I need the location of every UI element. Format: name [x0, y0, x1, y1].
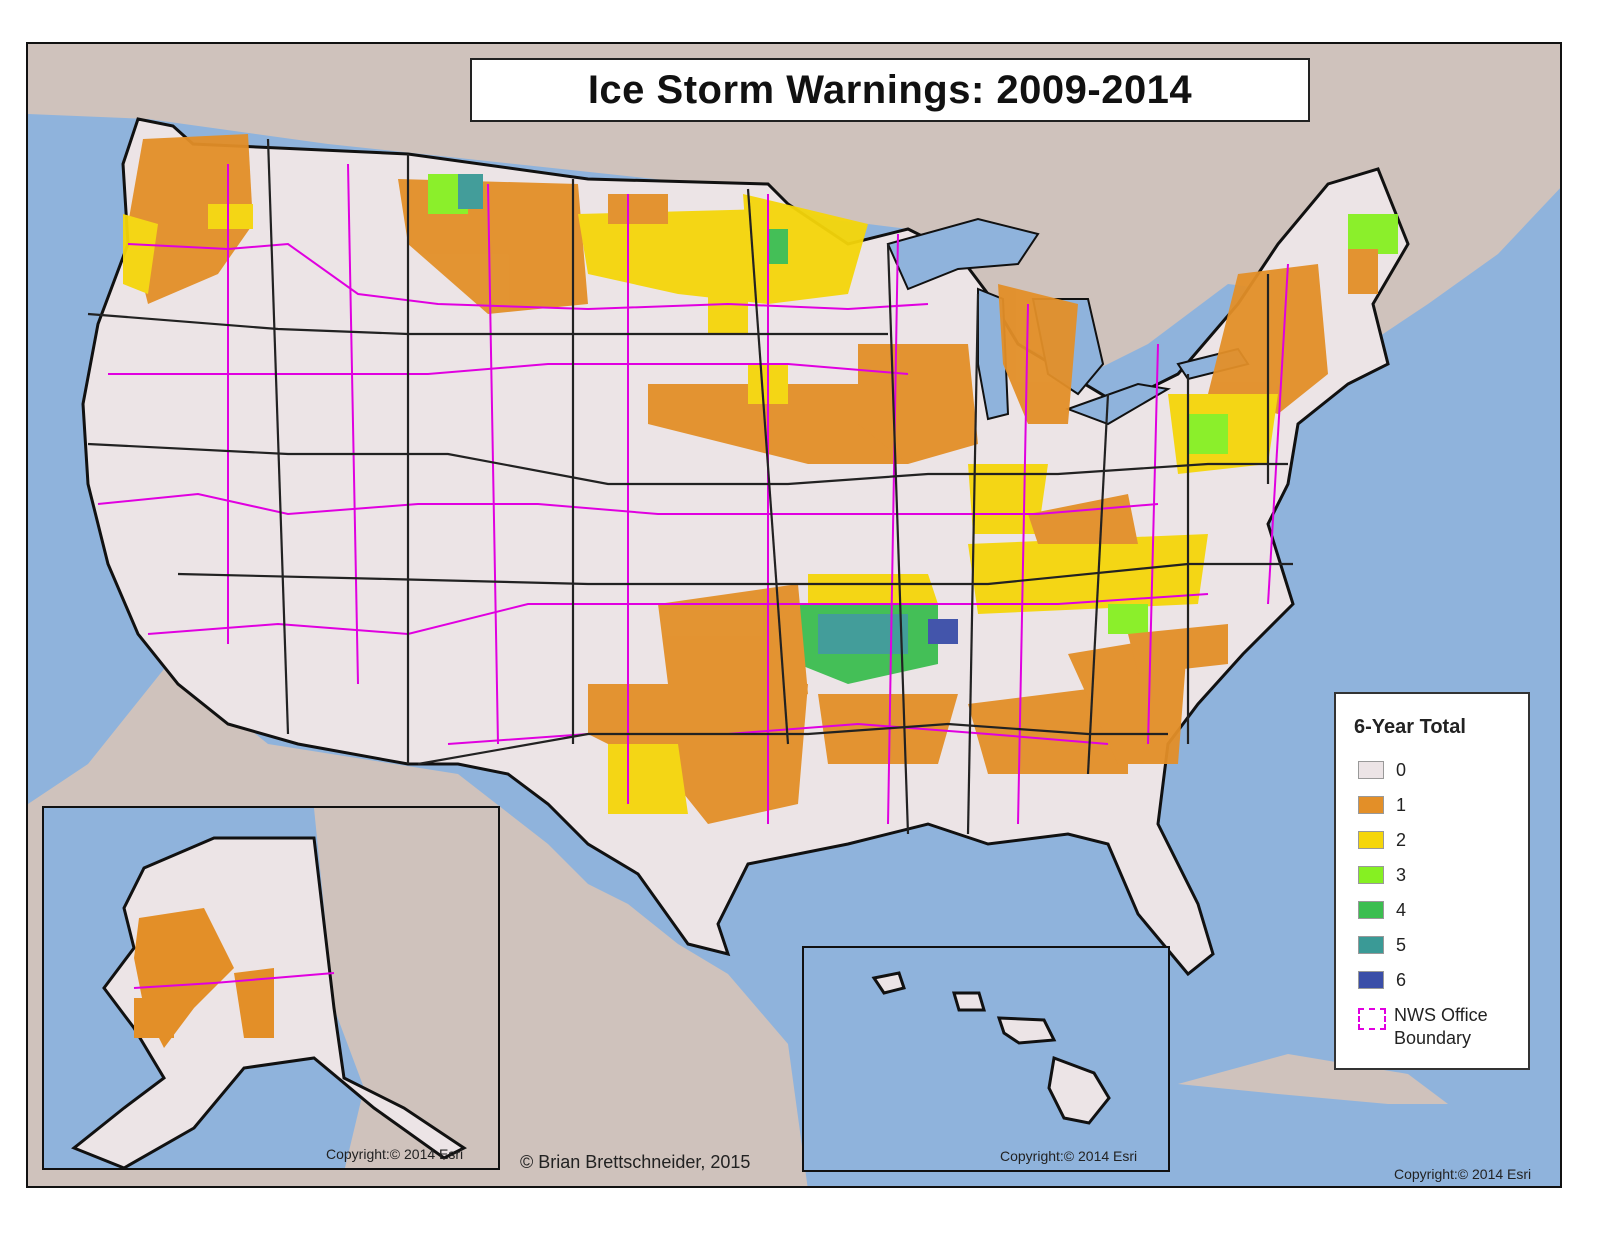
legend-item-0: 0: [1358, 758, 1406, 782]
region-sd-2: [708, 294, 748, 334]
region-mn-4: [768, 229, 788, 264]
region-tn-6: [928, 619, 958, 644]
hawaii-maui-molokai: [996, 1016, 1057, 1045]
map-title: Ice Storm Warnings: 2009-2014: [587, 67, 1193, 112]
state-boundaries: [87, 138, 1293, 835]
legend-swatch-0: [1358, 761, 1384, 779]
region-nd-2: [578, 209, 768, 304]
region-ark-5: [818, 614, 908, 654]
region-pnw-3: [208, 204, 253, 229]
legend-title: 6-Year Total: [1354, 716, 1466, 738]
region-mi-1: [998, 284, 1078, 424]
hawaii-map: [871, 971, 1111, 1125]
alaska-inset: Copyright:© 2014 Esri: [42, 806, 500, 1170]
legend-label-1: 1: [1396, 794, 1407, 815]
legend-item-1: 1: [1358, 793, 1406, 817]
main-copyright: Copyright:© 2014 Esri: [1394, 1166, 1532, 1182]
author-credit: © Brian Brettschneider, 2015: [520, 1152, 751, 1172]
legend-swatch-3: [1358, 866, 1384, 884]
region-iowa-1: [648, 384, 908, 464]
hawaii-kauai: [871, 971, 906, 995]
legend-item-5: 5: [1358, 933, 1406, 957]
region-montana-5: [458, 174, 483, 209]
legend-label-5: 5: [1396, 934, 1407, 955]
region-nd-1: [608, 194, 668, 224]
hawaii-inset: Copyright:© 2014 Esri: [802, 946, 1170, 1172]
legend-swatch-6: [1358, 971, 1384, 989]
region-al-1: [968, 684, 1128, 774]
region-mn-2: [743, 194, 868, 304]
canada-land: [28, 44, 1560, 374]
region-me-1: [1348, 249, 1378, 294]
region-ak-1c: [134, 998, 174, 1038]
region-wi-1: [858, 344, 978, 464]
region-tx-1: [588, 684, 808, 824]
legend-item-4: 4: [1358, 898, 1406, 922]
legend-swatch-2: [1358, 831, 1384, 849]
legend-label-3: 3: [1396, 864, 1407, 885]
legend-item-6: 6: [1358, 968, 1406, 992]
region-nc-1: [1128, 624, 1228, 674]
alaska-copyright: Copyright:© 2014 Esri: [326, 1146, 464, 1162]
legend-label-2: 2: [1396, 829, 1407, 850]
legend: 6-Year Total 0 1 2 3 4 5 6 NWS Office Bo…: [1334, 692, 1530, 1070]
legend-label-6: 6: [1396, 969, 1407, 990]
legend-item-nws-boundary: NWS Office Boundary: [1358, 1004, 1514, 1050]
region-pa-3: [1188, 414, 1228, 454]
lake-superior: [886, 217, 1040, 291]
lake-erie: [1065, 382, 1171, 426]
legend-swatch-1: [1358, 796, 1384, 814]
ak-nws-boundary: [133, 972, 335, 989]
region-in-2: [968, 464, 1048, 534]
legend-label-4: 4: [1396, 899, 1407, 920]
nws-boundaries: [97, 163, 1289, 825]
legend-swatch-5: [1358, 936, 1384, 954]
hawaii-big-island: [1047, 1055, 1111, 1125]
alaska-map: [71, 808, 498, 1168]
region-me-3: [1348, 214, 1398, 254]
region-va-3: [1108, 604, 1148, 634]
canada-land-ak: [314, 808, 498, 1168]
legend-item-3: 3: [1358, 863, 1406, 887]
map-title-box: Ice Storm Warnings: 2009-2014: [470, 58, 1310, 122]
legend-swatch-nws-boundary: [1358, 1008, 1386, 1030]
warning-regions: [123, 134, 1398, 824]
hawaii-copyright: Copyright:© 2014 Esri: [1000, 1148, 1138, 1164]
legend-label-nws-boundary: NWS Office Boundary: [1394, 1005, 1488, 1048]
region-tx-2: [608, 744, 688, 814]
cuba-land: [1178, 1054, 1448, 1104]
region-pnw-1: [128, 134, 253, 304]
region-ky-1: [1028, 494, 1138, 544]
region-pnw-2: [123, 214, 158, 294]
region-ak-1b: [234, 968, 274, 1038]
legend-swatch-4: [1358, 901, 1384, 919]
region-ark-2: [808, 574, 938, 604]
hawaii-oahu: [951, 991, 987, 1012]
legend-item-2: 2: [1358, 828, 1406, 852]
legend-label-0: 0: [1396, 759, 1407, 780]
